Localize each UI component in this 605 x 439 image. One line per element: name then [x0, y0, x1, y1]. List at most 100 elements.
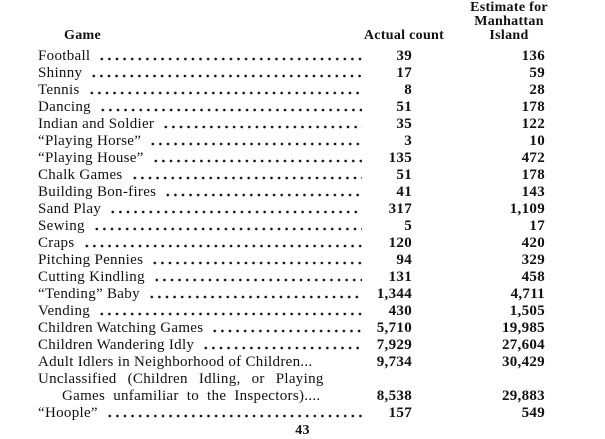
- dotted-leader: [320, 354, 362, 371]
- estimate-value: 59: [529, 65, 545, 81]
- actual-count-value: [362, 371, 412, 388]
- actual-count-value: 131: [388, 269, 412, 285]
- table-row: Sewing 5 17: [0, 218, 605, 235]
- estimate-value: 143: [521, 184, 545, 200]
- table-row: Building Bon-fires 41 143: [0, 184, 605, 201]
- table-row: Sand Play 317 1,109: [0, 201, 605, 218]
- actual-count-value: 7,929: [376, 337, 412, 353]
- estimate-value: 30,429: [501, 354, 545, 370]
- table-row: “Hoople” 157 549: [0, 405, 605, 422]
- estimate-value: 122: [521, 116, 545, 132]
- estimate-header-line-1: Estimate for: [470, 0, 548, 15]
- actual-count-value: 430: [388, 303, 412, 319]
- estimate-value: 4,711: [510, 286, 545, 302]
- actual-count-value: 17: [396, 65, 412, 81]
- actual-count-value: 8: [404, 82, 412, 98]
- table-row: “Tending” Baby 1,344 4,711: [0, 286, 605, 303]
- game-name: Building Bon-fires: [38, 184, 157, 200]
- estimate-value: [412, 371, 545, 388]
- table-body: Football 39 136 Shinny 17 59 Tennis 8 28…: [0, 48, 605, 422]
- table-row: Vending 430 1,505: [0, 303, 605, 320]
- dotted-leader: [108, 201, 362, 218]
- table-row: Shinny 17 59: [0, 65, 605, 82]
- table-row: Children Wandering Idly 7,929 27,604: [0, 337, 605, 354]
- actual-count-value: 9,734: [376, 354, 412, 370]
- dotted-leader: [81, 235, 362, 252]
- actual-count-value: 39: [396, 48, 412, 64]
- dotted-leader: [161, 116, 362, 133]
- actual-count-value: 94: [396, 252, 412, 268]
- dotted-leader: [91, 218, 362, 235]
- table-row: Football 39 136: [0, 48, 605, 65]
- table-row: Games unfamiliar to the Inspectors).... …: [0, 388, 605, 405]
- estimate-value: 10: [529, 133, 545, 149]
- game-name: Sand Play: [38, 201, 102, 217]
- estimate-value: 549: [521, 405, 545, 421]
- estimate-value: 29,883: [501, 388, 545, 404]
- actual-count-value: 120: [388, 235, 412, 251]
- game-name: Vending: [38, 303, 91, 319]
- game-name: Children Watching Games: [38, 320, 204, 336]
- actual-count-value: 35: [396, 116, 412, 132]
- estimate-value: 27,604: [501, 337, 545, 353]
- dotted-leader: [97, 48, 362, 65]
- dotted-leader: [148, 133, 362, 150]
- estimate-value: 178: [521, 167, 545, 183]
- game-name: Football: [38, 48, 91, 64]
- estimate-value: 458: [521, 269, 545, 285]
- actual-count-value: 51: [396, 99, 412, 115]
- game-name: Dancing: [38, 99, 91, 115]
- table-row: Adult Idlers in Neighborhood of Children…: [0, 354, 605, 371]
- estimate-header-line-2: Manhattan: [474, 14, 544, 29]
- dotted-leader: [331, 371, 362, 388]
- column-header-estimate: Estimate for Manhattan Island: [444, 1, 574, 43]
- estimate-value: 178: [521, 99, 545, 115]
- table-row: Children Watching Games 5,710 19,985: [0, 320, 605, 337]
- game-name: Shinny: [38, 65, 83, 81]
- dotted-leader: [97, 99, 362, 116]
- dotted-leader: [201, 337, 362, 354]
- actual-count-value: 135: [388, 150, 412, 166]
- estimate-value: 1,109: [509, 201, 545, 217]
- page-number: 43: [295, 423, 310, 438]
- estimate-value: 136: [521, 48, 545, 64]
- game-name: Cutting Kindling: [38, 269, 145, 285]
- dotted-leader: [89, 65, 362, 82]
- table-row: “Playing Horse” 3 10: [0, 133, 605, 150]
- table-row: Cutting Kindling 131 458: [0, 269, 605, 286]
- dotted-leader: [210, 320, 362, 337]
- actual-count-value: 8,538: [376, 388, 412, 404]
- game-name: Chalk Games: [38, 167, 123, 183]
- game-name: “Tending” Baby: [38, 286, 140, 302]
- estimate-header-line-3: Island: [489, 28, 529, 43]
- game-name: Children Wandering Idly: [38, 337, 195, 353]
- actual-count-value: 1,344: [376, 286, 412, 302]
- column-header-game: Game: [64, 28, 101, 43]
- table-row: Chalk Games 51 178: [0, 167, 605, 184]
- actual-count-value: 51: [396, 167, 412, 183]
- game-name: Adult Idlers in Neighborhood of Children…: [38, 354, 313, 370]
- estimate-value: 329: [521, 252, 545, 268]
- game-name: Pitching Pennies: [38, 252, 144, 268]
- dotted-leader: [150, 150, 362, 167]
- game-name: Unclassified (Children Idling, or Playin…: [38, 371, 324, 387]
- dotted-leader: [86, 82, 362, 99]
- estimate-value: 472: [521, 150, 545, 166]
- game-name: “Playing Horse”: [38, 133, 142, 149]
- dotted-leader: [163, 184, 362, 201]
- estimate-value: 17: [529, 218, 545, 234]
- table-header: Game Actual count Estimate for Manhattan…: [0, 0, 605, 46]
- dotted-leader: [97, 303, 362, 320]
- table-row: Pitching Pennies 94 329: [0, 252, 605, 269]
- dotted-leader: [150, 252, 362, 269]
- game-name: Sewing: [38, 218, 85, 234]
- table-row: Tennis 8 28: [0, 82, 605, 99]
- dotted-leader: [151, 269, 362, 286]
- table-row: Craps 120 420: [0, 235, 605, 252]
- game-name: Games unfamiliar to the Inspectors)....: [62, 388, 321, 404]
- column-header-actual-count: Actual count: [363, 28, 445, 43]
- dotted-leader: [146, 286, 362, 303]
- actual-count-value: 5,710: [376, 320, 412, 336]
- dotted-leader: [104, 405, 362, 422]
